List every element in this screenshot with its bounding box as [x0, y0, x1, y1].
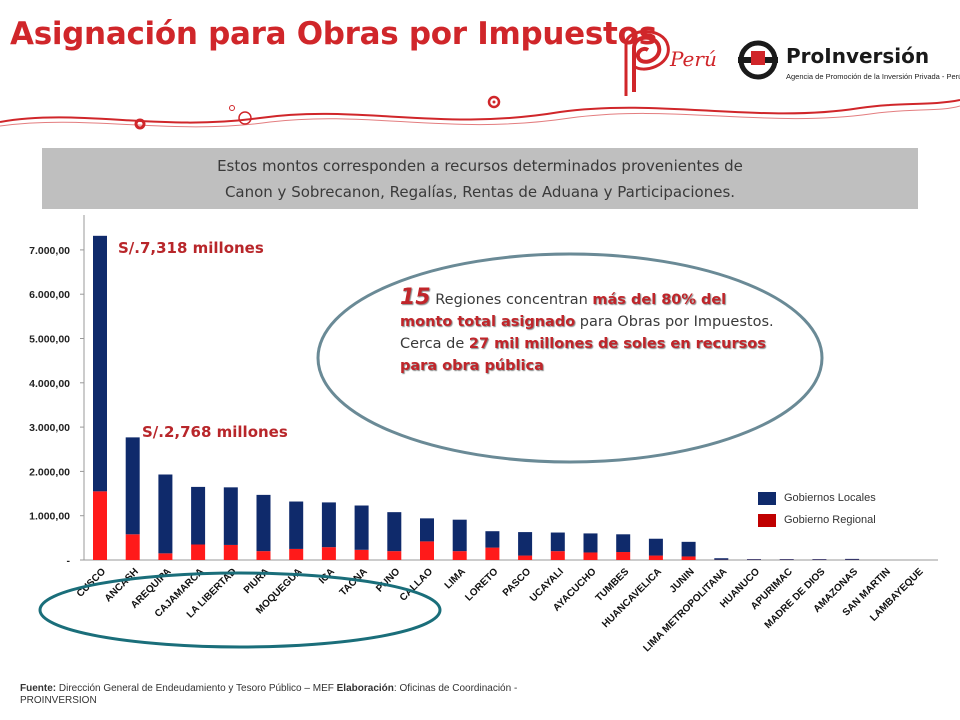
chart-legend: Gobiernos Locales Gobierno Regional — [758, 487, 876, 531]
proinversion-title: ProInversión — [786, 44, 930, 68]
bar-chart: - 1.000,00 2.000,00 3.000,00 4.000,00 5.000,0… — [29, 215, 938, 654]
bar-locales — [158, 474, 173, 554]
bar-regional — [354, 549, 369, 560]
banner-line-2: Canon y Sobrecanon, Regalías, Rentas de … — [224, 182, 736, 201]
summary-text-3: Cerca de — [400, 336, 469, 352]
bar-locales — [714, 558, 729, 560]
bar-locales — [387, 512, 402, 552]
bar-regional — [550, 551, 565, 560]
bar-locales — [125, 437, 140, 535]
y-tick-label: - — [67, 555, 71, 567]
legend-item-regional: Gobierno Regional — [758, 509, 876, 531]
bar-regional — [518, 555, 533, 560]
bar-locales — [256, 494, 271, 552]
summary-ellipse — [316, 252, 824, 464]
bar-regional — [191, 544, 206, 560]
bar-regional — [485, 547, 500, 560]
summary-text-2: para Obras por Impuestos. — [575, 314, 774, 330]
callout-ancash: S/.2,768 millones — [142, 423, 288, 441]
bar-locales — [648, 538, 663, 556]
bar-locales — [616, 534, 631, 553]
bar-locales — [289, 501, 304, 549]
bar-locales — [354, 505, 369, 550]
footer-source: Fuente: Dirección General de Endeudamien… — [20, 683, 580, 707]
decorative-swirls — [0, 95, 960, 130]
x-tick-label: LORETO — [463, 566, 500, 603]
info-banner: Estos montos corresponden a recursos det… — [42, 148, 918, 209]
bar-locales — [518, 532, 533, 556]
y-tick-label: 1.000,00 — [29, 511, 70, 523]
bar-locales — [681, 541, 696, 557]
bar-regional — [681, 556, 696, 560]
x-tick-label: JUNIN — [668, 566, 697, 595]
x-tick-label: PASCO — [501, 566, 534, 599]
bar-regional — [321, 547, 336, 560]
summary-emphasis-2: 27 mil millones de soles en recursos par… — [400, 336, 766, 374]
bar-locales — [420, 518, 434, 542]
summary-emphasis-1: más del 80% del monto total asignado — [400, 292, 727, 330]
page-title: Asignación para Obras por Impuestos — [10, 16, 657, 52]
y-tick-label: 3.000,00 — [29, 422, 70, 434]
bar-regional — [616, 552, 631, 560]
bar-locales — [93, 235, 107, 492]
x-tick-label: MADRE DE DIOS — [763, 566, 828, 631]
y-tick-label: 5.000,00 — [29, 334, 70, 346]
bar-regional — [420, 541, 434, 560]
bar-locales — [583, 533, 598, 553]
footer-fuente-text: Dirección General de Endeudamiento y Tes… — [56, 683, 337, 694]
bar-regional — [158, 553, 173, 560]
x-tick-label: HUANCAVELICA — [600, 566, 664, 630]
legend-label-regional: Gobierno Regional — [784, 514, 876, 526]
peru-logo: Perú — [624, 30, 717, 96]
legend-swatch-regional — [758, 513, 776, 527]
bar-regional — [289, 548, 304, 560]
bar-locales — [812, 559, 827, 560]
bar-locales — [191, 486, 206, 545]
proinversion-icon — [738, 40, 778, 80]
bar-regional — [223, 544, 238, 560]
bar-locales — [747, 559, 761, 560]
y-tick-label: 2.000,00 — [29, 466, 70, 478]
callout-cusco: S/.7,318 millones — [118, 239, 264, 257]
footer-elab-text: : Oficinas de Coordinación - PROINVERSIO… — [20, 683, 518, 706]
bar-locales — [485, 531, 500, 548]
bar-locales — [550, 532, 565, 552]
bar-locales — [321, 502, 336, 548]
footer-fuente-label: Fuente: — [20, 683, 57, 694]
legend-item-locales: Gobiernos Locales — [758, 487, 876, 509]
bar-locales — [223, 487, 238, 545]
bar-regional — [93, 491, 107, 560]
x-tick-label: LIMA — [443, 566, 468, 591]
legend-label-locales: Gobiernos Locales — [784, 492, 876, 504]
bar-regional — [125, 534, 140, 560]
bar-regional — [387, 551, 402, 560]
banner-line-1: Estos montos corresponden a recursos det… — [217, 156, 743, 175]
ellipse-summary: 15 Regiones concentran más del 80% del m… — [400, 287, 780, 377]
proinversion-subtitle: Agencia de Promoción de la Inversión Pri… — [786, 72, 960, 81]
regions-count: 15 — [400, 285, 431, 310]
x-tick-label: PIURA — [242, 566, 272, 596]
summary-text-1: Regiones concentran — [430, 292, 593, 308]
y-tick-label: 4.000,00 — [29, 378, 70, 390]
svg-text:Perú: Perú — [669, 47, 717, 71]
bar-locales — [452, 519, 467, 552]
highlight-ellipse-labels — [38, 571, 442, 649]
y-tick-label: 7.000,00 — [29, 245, 70, 257]
footer-elab-label: Elaboración — [336, 683, 394, 694]
bar-regional — [583, 552, 598, 560]
legend-swatch-locales — [758, 491, 776, 505]
y-tick-label: 6.000,00 — [29, 289, 70, 301]
x-tick-label: PUNO — [374, 566, 402, 594]
bar-locales — [779, 559, 794, 560]
bar-regional — [256, 551, 271, 560]
bar-regional — [452, 551, 467, 560]
bar-regional — [648, 555, 663, 560]
bar-locales — [845, 558, 860, 560]
